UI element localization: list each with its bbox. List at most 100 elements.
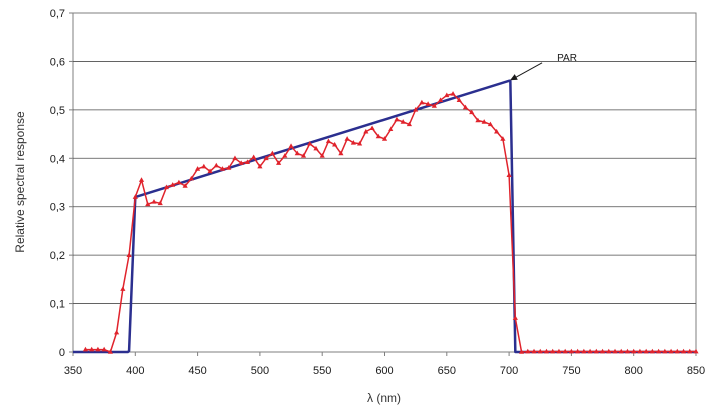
y-tick-label: 0,7 — [50, 8, 65, 20]
y-tick-label: 0 — [59, 347, 65, 359]
data-point-marker — [82, 346, 89, 352]
data-point-marker — [101, 346, 107, 352]
data-point-marker — [649, 348, 655, 354]
data-point-marker — [612, 348, 618, 354]
data-point-marker — [693, 348, 699, 354]
data-point-marker — [107, 349, 113, 354]
data-point-marker — [213, 162, 219, 168]
data-point-marker — [157, 200, 163, 206]
data-point-marker — [656, 348, 662, 354]
x-tick-label: 350 — [64, 365, 82, 377]
data-point-marker — [556, 348, 562, 354]
y-tick-label: 0,4 — [50, 153, 65, 165]
x-tick-label: 400 — [126, 365, 144, 377]
x-tick-label: 700 — [500, 365, 518, 377]
data-point-marker — [550, 348, 556, 354]
data-point-marker — [188, 175, 194, 181]
y-axis-title: Relative spectral response — [13, 111, 27, 253]
data-point-marker — [288, 143, 294, 148]
data-point-marker — [294, 150, 300, 156]
par-arrow — [512, 62, 543, 80]
data-point-marker — [481, 119, 487, 124]
y-tick-label: 0,2 — [50, 250, 65, 262]
data-point-marker — [637, 348, 643, 354]
data-point-marker — [687, 348, 693, 354]
data-point-marker — [95, 346, 101, 352]
data-point-marker — [512, 315, 518, 320]
data-point-marker — [375, 133, 381, 139]
data-point-marker — [599, 348, 606, 354]
data-point-marker — [531, 348, 537, 354]
data-point-marker — [494, 128, 500, 134]
data-point-marker — [282, 153, 288, 158]
data-point-marker — [269, 150, 275, 156]
data-point-marker — [394, 116, 400, 122]
data-point-marker — [244, 159, 251, 164]
data-point-marker — [182, 183, 188, 188]
data-point-marker — [444, 92, 450, 98]
data-point-marker — [587, 348, 593, 354]
data-point-marker — [388, 126, 394, 132]
x-tick-label: 600 — [375, 365, 393, 377]
data-point-marker — [132, 194, 138, 199]
data-point-marker — [350, 139, 356, 145]
data-point-marker — [195, 166, 201, 171]
annotation-group: PAR — [510, 53, 577, 81]
data-point-marker — [680, 348, 687, 354]
data-point-marker — [338, 150, 344, 156]
data-point-marker — [406, 121, 413, 127]
data-point-marker — [319, 153, 325, 158]
data-point-marker — [226, 165, 232, 170]
data-point-marker — [606, 348, 612, 354]
data-point-marker — [381, 136, 388, 141]
x-axis-title: λ (nm) — [367, 391, 401, 405]
data-point-marker — [624, 348, 631, 354]
x-tick-label: 500 — [251, 365, 269, 377]
data-point-marker — [674, 348, 680, 354]
data-point-marker — [668, 348, 674, 354]
data-point-marker — [126, 252, 132, 257]
data-point-marker — [363, 128, 369, 134]
data-point-marker — [425, 101, 431, 106]
y-tick-label: 0,1 — [50, 299, 65, 311]
gridlines — [73, 61, 696, 304]
data-point-marker — [114, 329, 120, 335]
y-tick-label: 0,5 — [50, 105, 65, 117]
data-point-marker — [257, 163, 263, 169]
x-tick-label: 650 — [438, 365, 456, 377]
data-point-marker — [506, 172, 512, 178]
data-point-marker — [332, 141, 338, 147]
data-point-marker — [462, 104, 469, 110]
axes: 0 0,1 0,2 0,3 0,4 0,5 0,6 0,7 350 400 450 500 550 600… — [50, 8, 705, 377]
data-point-marker — [562, 348, 568, 354]
data-point-marker — [400, 119, 406, 124]
data-point-marker — [419, 99, 425, 105]
y-tick-label: 0,3 — [50, 202, 65, 214]
plot-area — [72, 12, 697, 353]
data-point-marker — [431, 103, 437, 108]
x-tick-label: 850 — [687, 365, 705, 377]
data-point-marker — [170, 182, 176, 187]
data-point-marker — [145, 201, 151, 207]
data-point-marker — [593, 348, 599, 354]
data-point-marker — [575, 348, 581, 354]
data-point-marker — [369, 125, 375, 131]
series-2 — [82, 91, 699, 354]
data-point-marker — [568, 348, 574, 354]
data-point-marker — [618, 348, 624, 354]
data-point-marker — [238, 160, 244, 165]
data-point-marker — [313, 145, 319, 151]
data-point-marker — [176, 179, 182, 185]
x-tick-label: 800 — [625, 365, 643, 377]
data-point-marker — [163, 184, 170, 190]
data-point-marker — [89, 346, 95, 352]
data-point-marker — [581, 348, 587, 354]
data-point-marker — [219, 166, 226, 171]
data-point-marker — [500, 136, 506, 141]
data-point-marker — [307, 140, 313, 146]
data-point-marker — [643, 348, 649, 354]
data-point-marker — [138, 177, 145, 182]
data-point-marker — [450, 91, 456, 96]
data-point-marker — [631, 348, 637, 354]
